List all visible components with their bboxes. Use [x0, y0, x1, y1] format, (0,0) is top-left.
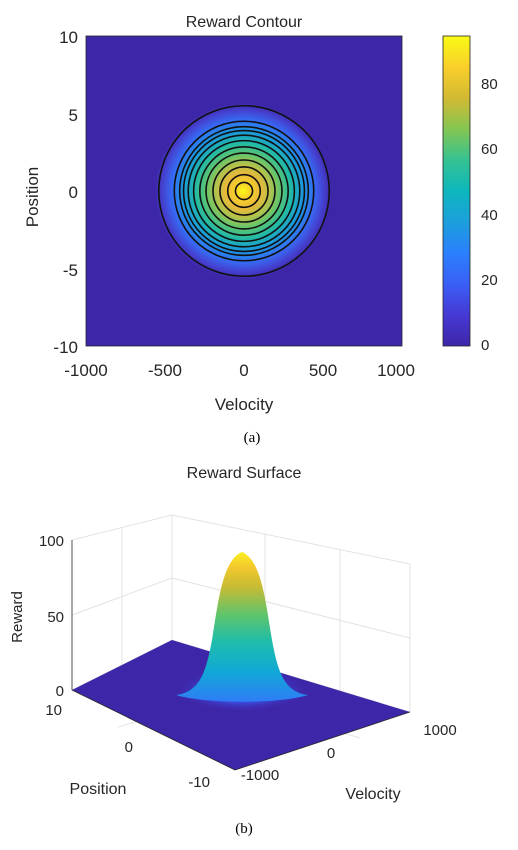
contour-line: [219, 166, 269, 216]
y-tick-label: 0: [125, 739, 133, 756]
x-tick-label: -500: [148, 361, 182, 380]
surface-z-axis-label: Reward: [9, 591, 26, 643]
contour-line: [178, 125, 310, 257]
contour-line: [182, 129, 306, 253]
colorbar-tick-label: 80: [481, 76, 498, 93]
colorbar-tick-label: 0: [481, 337, 489, 354]
y-tick-label: 0: [69, 183, 78, 202]
contour-line: [187, 134, 301, 248]
surface-z-ticks: 100 50 0: [39, 533, 64, 700]
surface-axis-lines: [71, 540, 411, 771]
surface-title: Reward Surface: [187, 465, 302, 482]
surface-x-ticks: -1000 0 1000: [241, 722, 457, 784]
surface-chart: Reward Surface: [9, 465, 457, 837]
x-tick-label: 0: [327, 745, 335, 762]
contour-line: [234, 181, 254, 201]
x-tick-label: 1000: [423, 722, 456, 739]
x-tick-label: 0: [239, 361, 248, 380]
contour-y-ticks: 10 5 0 -5 -10: [53, 28, 78, 357]
contour-x-ticks: -1000 -500 0 500 1000: [64, 361, 415, 380]
contour-x-axis-label: Velocity: [215, 395, 274, 414]
contour-line: [173, 120, 315, 262]
y-tick-label: -10: [53, 338, 78, 357]
colorbar-tick-label: 20: [481, 272, 498, 289]
x-tick-label: -1000: [241, 767, 279, 784]
colorbar-ticks: 0 20 40 60 80: [481, 76, 498, 354]
surface-y-axis-label: Position: [70, 781, 127, 798]
contour-y-axis-label: Position: [23, 167, 42, 227]
contour-title: Reward Contour: [186, 14, 303, 31]
contour-line: [212, 159, 276, 223]
z-tick-label: 50: [47, 609, 64, 626]
caption-a: (a): [244, 430, 261, 446]
x-tick-label: 500: [309, 361, 337, 380]
surface-peak: [176, 552, 308, 702]
surface-y-ticks: 10 0 -10: [45, 702, 210, 791]
contour-plot-border: [85, 35, 403, 347]
x-tick-label: 1000: [377, 361, 415, 380]
contour-line: [199, 146, 289, 236]
x-tick-label: -1000: [64, 361, 107, 380]
contour-line: [226, 173, 262, 209]
z-tick-label: 0: [56, 683, 64, 700]
colorbar-tick-label: 60: [481, 141, 498, 158]
caption-b: (b): [235, 821, 253, 837]
y-tick-label: 5: [69, 106, 78, 125]
z-tick-label: 100: [39, 533, 64, 550]
contour-fill: [155, 103, 331, 279]
surface-x-axis-label: Velocity: [345, 786, 400, 803]
colorbar: [442, 35, 471, 347]
contour-chart: Reward Contour 10 5 0 -5 -10 -1000 -500 …: [23, 14, 498, 446]
contour-line: [157, 104, 331, 278]
contour-line: [192, 139, 296, 243]
contour-lines: [157, 104, 331, 278]
y-tick-label: 10: [59, 28, 78, 47]
colorbar-tick-label: 40: [481, 207, 498, 224]
contour-line: [205, 152, 283, 230]
y-tick-label: 10: [45, 702, 62, 719]
y-tick-label: -5: [63, 261, 78, 280]
y-tick-label: -10: [188, 774, 210, 791]
